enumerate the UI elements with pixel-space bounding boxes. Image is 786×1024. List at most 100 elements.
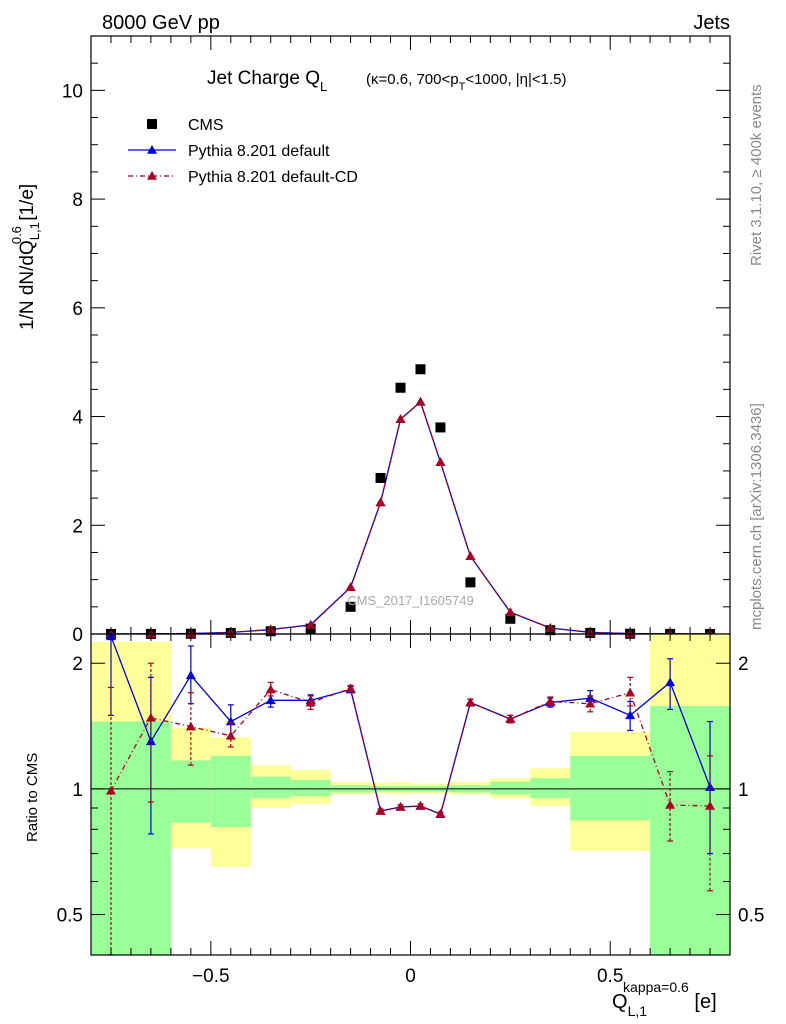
mcplots-label: mcplots.cern.ch [arXiv:1306.3436] xyxy=(748,403,765,630)
title-cond-text: (κ=0.6, 700<p xyxy=(366,71,459,88)
ratio-y-tick-label-right: 0.5 xyxy=(738,906,764,927)
ratio-point xyxy=(105,785,116,795)
cms-data-point xyxy=(465,577,476,588)
ratio-point xyxy=(705,782,716,791)
watermark-label: CMS_2017_I1605749 xyxy=(347,593,474,608)
legend-marker-cms xyxy=(147,119,157,129)
ratio-point xyxy=(305,697,316,707)
main-series-point xyxy=(375,497,386,507)
ratio-point xyxy=(145,712,156,722)
main-panel: CMS_2017_I1605749 0 2 4 6 8 10 xyxy=(62,35,731,646)
ratio-point xyxy=(265,684,276,694)
ratio-point xyxy=(375,806,386,815)
main-y-tick-label: 10 xyxy=(62,81,83,102)
ratio-series-line xyxy=(110,636,711,816)
svg-text:(κ=0.6, 700<pT<1000, |η|<1.5): (κ=0.6, 700<pT<1000, |η|<1.5) xyxy=(366,71,567,93)
ratio-y-tick-label-left: 1 xyxy=(72,780,83,801)
uncertainty-band-green xyxy=(250,776,291,799)
legend-label: Pythia 8.201 default-CD xyxy=(188,169,358,186)
main-series-point xyxy=(505,607,516,617)
legend-marker xyxy=(147,171,157,180)
cms-data-point xyxy=(375,472,386,483)
ratio-point xyxy=(345,683,356,693)
ratio-point xyxy=(395,801,406,811)
main-ylabel-sub: L,1 xyxy=(27,222,42,240)
main-y-tick-label: 0 xyxy=(72,625,83,646)
ratio-point xyxy=(185,670,196,680)
main-ylabel-text: 1/N dN/dQ xyxy=(17,240,38,330)
main-series-point xyxy=(435,457,446,466)
title-cond-sub: T xyxy=(459,81,466,93)
main-y-tick-label: 6 xyxy=(72,299,83,320)
ratio-point xyxy=(265,695,276,705)
main-ylabel-sup: 0.6 xyxy=(9,226,24,244)
title-cond-end: <1000, |η|<1.5) xyxy=(465,71,566,88)
ratio-point xyxy=(625,710,636,720)
main-series-point xyxy=(345,582,356,591)
cms-data-point xyxy=(345,601,356,612)
legend-label: CMS xyxy=(188,117,224,134)
header-left: 8000 GeV pp xyxy=(102,12,220,34)
cms-data-point xyxy=(435,422,446,433)
main-series-point xyxy=(465,551,476,561)
ratio-y-tick-label-left: 2 xyxy=(72,654,83,675)
x-tick-label: −0.5 xyxy=(192,966,230,987)
ratio-point xyxy=(465,697,476,707)
uncertainty-band-green xyxy=(91,721,171,955)
legend-marker xyxy=(147,145,157,154)
header-right: Jets xyxy=(693,12,730,34)
main-y-tick-label: 8 xyxy=(72,190,83,211)
main-series-point xyxy=(415,396,426,406)
ratio-y-axis-label: Ratio to CMS xyxy=(24,753,41,842)
main-plot-frame xyxy=(90,35,731,635)
ratio-point xyxy=(625,687,636,697)
xlabel-unit: [e] xyxy=(689,991,717,1013)
ratio-y-tick-label-left: 0.5 xyxy=(57,906,83,927)
ratio-point xyxy=(585,693,596,702)
x-axis-label: QL,1 kappa=0.6 [e] xyxy=(612,979,717,1019)
main-y-tick-label: 4 xyxy=(72,408,83,429)
xlabel-main: Q xyxy=(612,991,628,1013)
ratio-point xyxy=(705,800,716,810)
uncertainty-band-green xyxy=(530,778,571,799)
ratio-y-tick-label-right: 2 xyxy=(738,654,749,675)
main-title: Jet Charge QL (κ=0.6, 700<pT<1000, |η|<1… xyxy=(207,68,567,94)
uncertainty-band-green xyxy=(210,755,251,828)
x-tick-label: 0.5 xyxy=(597,966,623,987)
main-series-point xyxy=(305,620,316,630)
ratio-point xyxy=(505,714,516,723)
ratio-point xyxy=(415,800,426,810)
uncertainty-band-green xyxy=(650,705,730,955)
uncertainty-band-green xyxy=(170,760,211,823)
main-series-point xyxy=(395,414,406,424)
legend: CMS Pythia 8.201 default Pythia 8.201 defa… xyxy=(128,117,358,186)
cms-data-point xyxy=(415,364,426,375)
ratio-point xyxy=(585,698,596,708)
ratio-point xyxy=(545,696,556,706)
ratio-point xyxy=(225,730,236,740)
cms-data-point xyxy=(395,382,406,393)
ratio-panel: −0.5 0 0.5 0.5 0.5 1 1 2 2 xyxy=(57,631,764,987)
ratio-point xyxy=(185,721,196,731)
rivet-label: Rivet 3.1.10, ≥ 400k events xyxy=(748,84,765,266)
main-y-axis-label: 1/N dN/dQL,10.6 [1/e] xyxy=(9,184,42,330)
main-ylabel-unit: [1/e] xyxy=(17,184,38,226)
legend-label: Pythia 8.201 default xyxy=(188,143,330,160)
ratio-point xyxy=(665,799,676,809)
ratio-y-tick-label-right: 1 xyxy=(738,780,749,801)
xlabel-sub: L,1 xyxy=(628,1003,648,1019)
uncertainty-band-green xyxy=(490,781,531,795)
ratio-series-line xyxy=(110,687,711,816)
main-y-tick-label: 2 xyxy=(72,516,83,537)
uncertainty-band-green xyxy=(290,780,331,797)
ratio-point xyxy=(665,677,676,687)
uncertainty-band-green xyxy=(570,755,651,821)
xlabel-sup: kappa=0.6 xyxy=(623,979,689,995)
main-series-line xyxy=(110,400,711,635)
title-main-sub: L xyxy=(320,79,327,94)
title-main-text: Jet Charge Q xyxy=(207,68,320,89)
svg-text:Jet Charge QL: Jet Charge QL xyxy=(207,68,327,94)
cms-data-point xyxy=(505,613,516,624)
ratio-point xyxy=(435,809,446,818)
